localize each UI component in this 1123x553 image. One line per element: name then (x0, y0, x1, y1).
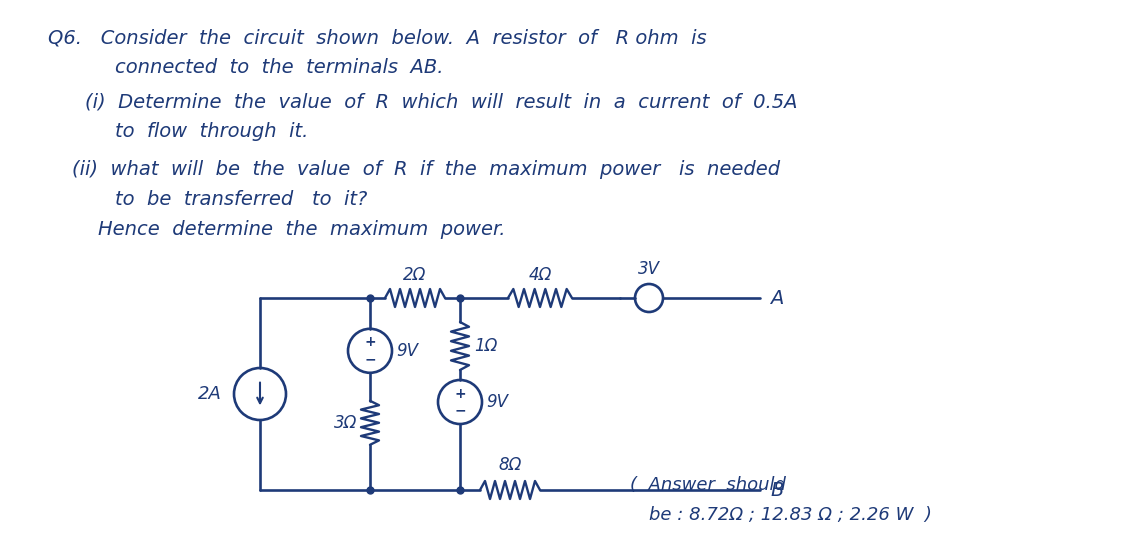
Text: 9V: 9V (396, 342, 418, 360)
Text: 8Ω: 8Ω (499, 456, 522, 474)
Text: 2A: 2A (198, 385, 222, 403)
Text: +: + (454, 387, 466, 400)
Text: 9V: 9V (486, 393, 508, 411)
Text: 4Ω: 4Ω (528, 266, 551, 284)
Text: 3V: 3V (638, 260, 660, 278)
Text: connected  to  the  terminals  AB.: connected to the terminals AB. (115, 58, 444, 77)
Text: be : 8.72Ω ; 12.83 Ω ; 2.26 W  ): be : 8.72Ω ; 12.83 Ω ; 2.26 W ) (649, 506, 932, 524)
Text: −: − (454, 403, 466, 418)
Text: Hence  determine  the  maximum  power.: Hence determine the maximum power. (98, 220, 505, 239)
Text: +: + (364, 336, 376, 349)
Text: to  be  transferred   to  it?: to be transferred to it? (115, 190, 367, 209)
Text: Q6.   Consider  the  circuit  shown  below.  A  resistor  of   R ohm  is: Q6. Consider the circuit shown below. A … (48, 28, 706, 47)
Text: 2Ω: 2Ω (403, 266, 427, 284)
Text: A: A (770, 289, 784, 307)
Text: 1Ω: 1Ω (474, 337, 497, 355)
Text: B: B (770, 481, 784, 499)
Text: to  flow  through  it.: to flow through it. (115, 122, 309, 141)
Text: (  Answer  should: ( Answer should (630, 476, 786, 494)
Text: (i)  Determine  the  value  of  R  which  will  result  in  a  current  of  0.5A: (i) Determine the value of R which will … (85, 92, 797, 111)
Text: (ii)  what  will  be  the  value  of  R  if  the  maximum  power   is  needed: (ii) what will be the value of R if the … (72, 160, 780, 179)
Text: −: − (364, 352, 376, 366)
Text: 3Ω: 3Ω (334, 414, 357, 432)
